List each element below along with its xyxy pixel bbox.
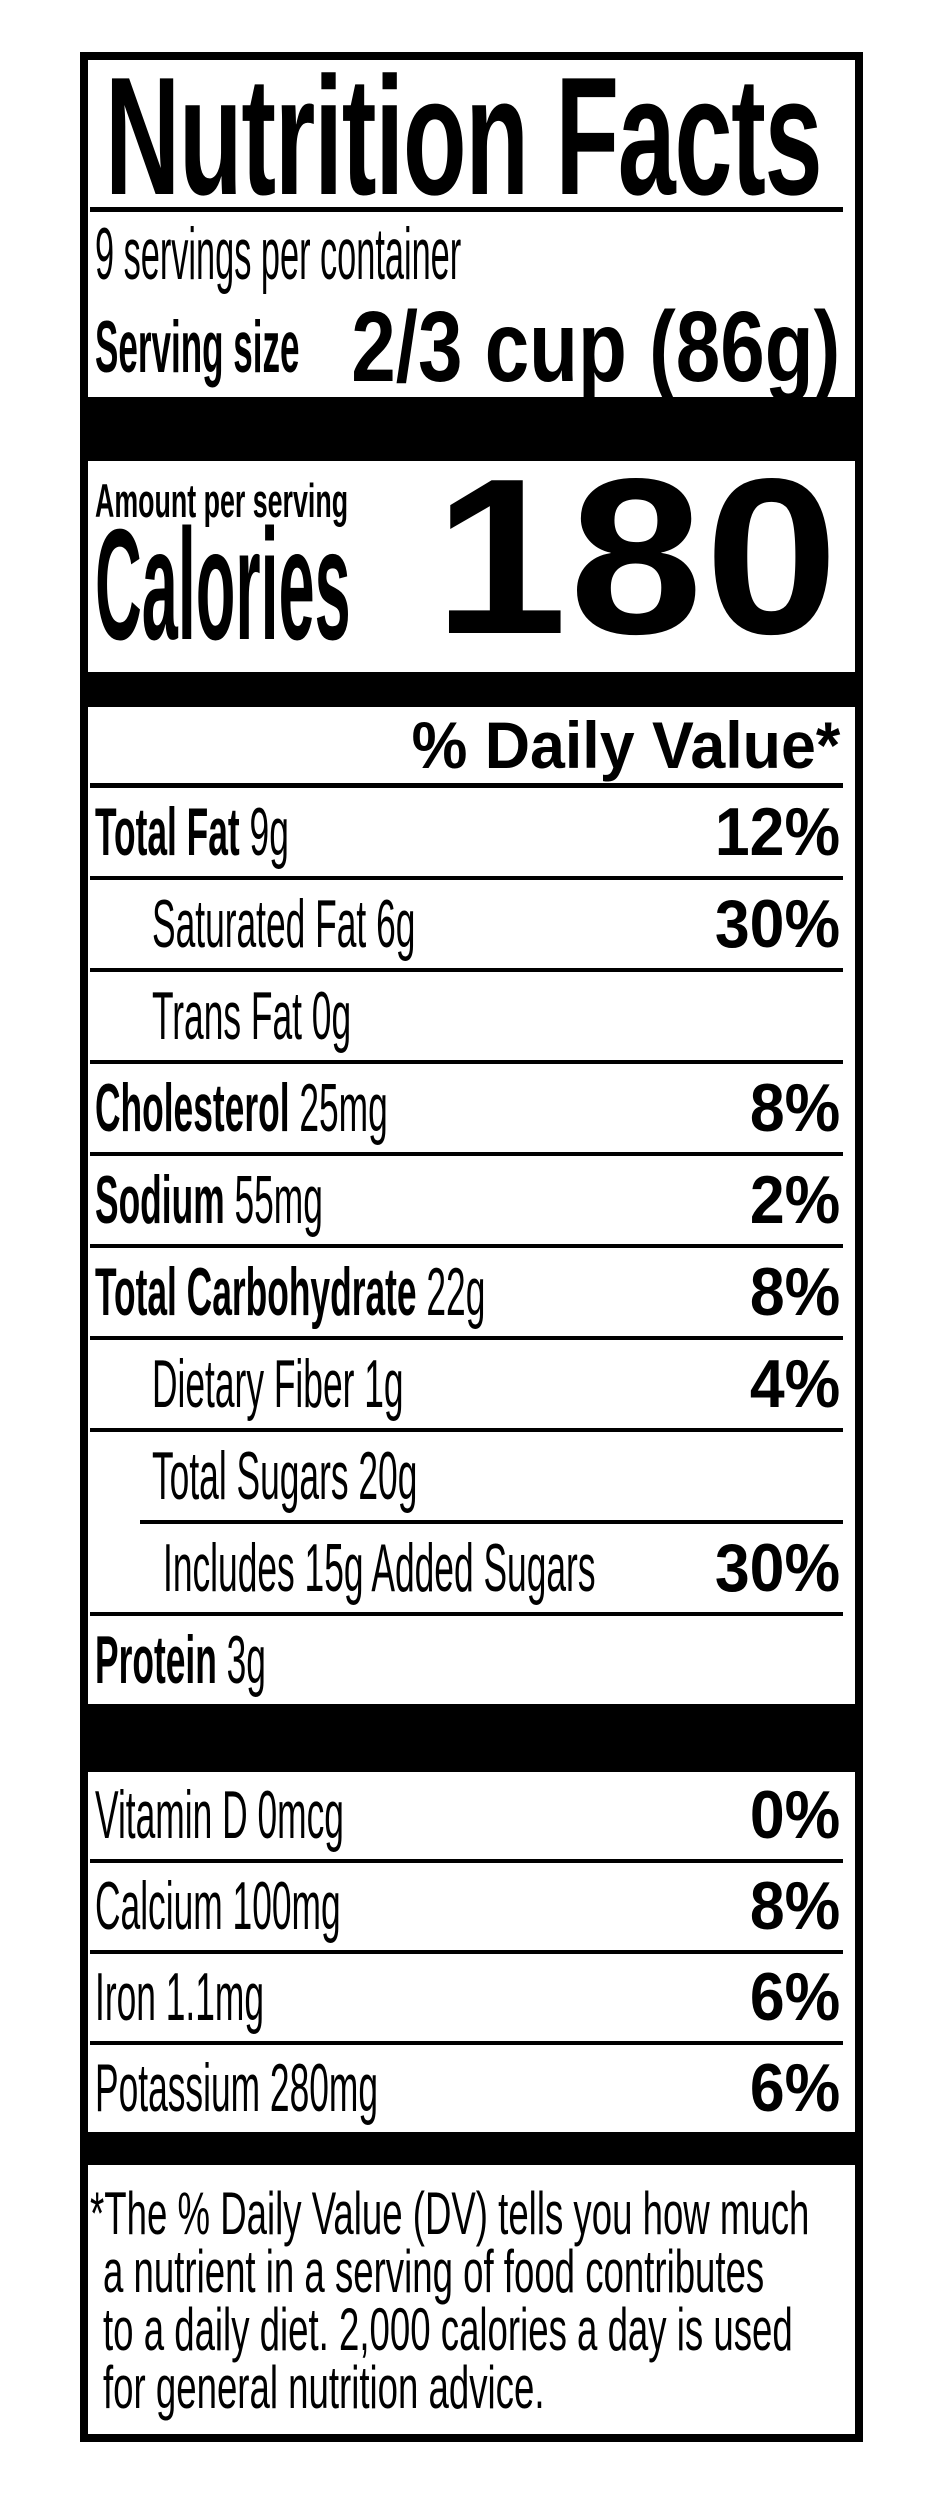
table-row: Cholesterol 25mg 8% bbox=[88, 1064, 855, 1152]
row-label: Calcium 100mg bbox=[95, 1868, 341, 1944]
vitamin-rows: Vitamin D 0mcg 0% Calcium 100mg 8% Iron 1.1m… bbox=[88, 1772, 855, 2132]
row-value: 8% bbox=[749, 1254, 840, 1330]
row-value: 8% bbox=[749, 1868, 840, 1944]
calories-word: Calories bbox=[95, 497, 351, 673]
row-label: Saturated Fat 6g bbox=[152, 886, 416, 962]
daily-value-header-text: % Daily Value* bbox=[411, 708, 840, 782]
table-row: Dietary Fiber 1g 4% bbox=[88, 1340, 855, 1428]
footnote-line: *The % Daily Value (DV) tells you how mu… bbox=[90, 2180, 810, 2247]
table-row: Includes 15g Added Sugars 30% bbox=[88, 1524, 855, 1612]
table-row: Total Carbohydrate 22g 8% bbox=[88, 1248, 855, 1336]
separator-rule bbox=[90, 2041, 843, 2045]
calories-value: 180 bbox=[433, 433, 840, 681]
daily-value-header: % Daily Value* bbox=[88, 707, 855, 783]
footnote: *The % Daily Value (DV) tells you how mu… bbox=[88, 2165, 855, 2421]
row-value: 2% bbox=[749, 1162, 840, 1238]
table-row: Iron 1.1mg 6% bbox=[88, 1954, 855, 2041]
row-value: 12% bbox=[714, 794, 840, 870]
footnote-line: a nutrient in a serving of food contribu… bbox=[103, 2238, 765, 2305]
footnote-line: to a daily diet. 2,000 calories a day is… bbox=[103, 2296, 793, 2363]
row-value: 8% bbox=[749, 1070, 840, 1146]
separator-rule bbox=[90, 1060, 843, 1064]
separator-rule bbox=[90, 1244, 843, 1248]
serving-size-row: Serving size 2/3 cup (86g) bbox=[88, 291, 855, 403]
amount-per-serving-text: Amount per serving bbox=[95, 474, 349, 527]
row-label: Iron 1.1mg bbox=[95, 1959, 265, 2035]
footnote-line: for general nutrition advice. bbox=[103, 2354, 545, 2421]
table-row: Vitamin D 0mcg 0% bbox=[88, 1772, 855, 1859]
title-text: Nutrition Facts bbox=[105, 42, 823, 230]
row-value: 30% bbox=[714, 886, 840, 962]
row-label: Includes 15g Added Sugars bbox=[163, 1530, 596, 1606]
calories-section: Amount per serving Calories 180 bbox=[88, 446, 855, 673]
row-label: Total Carbohydrate 22g bbox=[95, 1254, 486, 1330]
divider-bar-thick bbox=[88, 397, 855, 461]
row-label: Vitamin D 0mcg bbox=[95, 1777, 344, 1853]
row-value: 0% bbox=[749, 1777, 840, 1853]
separator-rule bbox=[90, 968, 843, 972]
divider-bar-medium bbox=[88, 2132, 855, 2165]
row-label: Sodium 55mg bbox=[95, 1162, 323, 1238]
table-row: Protein 3g bbox=[88, 1616, 855, 1704]
page-title: Nutrition Facts bbox=[88, 52, 855, 220]
separator-rule bbox=[90, 783, 843, 788]
row-value: 6% bbox=[749, 2050, 840, 2126]
row-label: Protein 3g bbox=[95, 1622, 266, 1698]
nutrition-facts-label: Nutrition Facts 9 servings per container… bbox=[80, 52, 863, 2442]
servings-per-container: 9 servings per container bbox=[88, 212, 855, 298]
separator-rule bbox=[140, 1520, 843, 1524]
serving-size-label: Serving size bbox=[95, 307, 300, 388]
separator-rule bbox=[90, 1152, 843, 1156]
table-row: Potassium 280mg 6% bbox=[88, 2045, 855, 2132]
table-row: Calcium 100mg 8% bbox=[88, 1863, 855, 1950]
separator-rule bbox=[90, 1859, 843, 1863]
divider-bar-medium bbox=[88, 672, 855, 707]
servings-text: 9 servings per container bbox=[95, 214, 462, 295]
table-row: Total Fat 9g 12% bbox=[88, 788, 855, 876]
table-row: Saturated Fat 6g 30% bbox=[88, 880, 855, 968]
nutrient-rows: Total Fat 9g 12% Saturated Fat 6g 30% Trans … bbox=[88, 788, 855, 1704]
row-label: Total Fat 9g bbox=[95, 794, 289, 870]
table-row: Trans Fat 0g bbox=[88, 972, 855, 1060]
row-label: Trans Fat 0g bbox=[152, 978, 352, 1054]
table-row: Total Sugars 20g bbox=[88, 1432, 855, 1520]
separator-rule bbox=[90, 1950, 843, 1954]
table-row: Sodium 55mg 2% bbox=[88, 1156, 855, 1244]
separator-rule bbox=[90, 1428, 843, 1432]
separator-rule bbox=[90, 1336, 843, 1340]
row-label: Dietary Fiber 1g bbox=[152, 1346, 404, 1422]
row-label: Total Sugars 20g bbox=[152, 1438, 418, 1514]
row-value: 6% bbox=[749, 1959, 840, 2035]
divider-bar-thick bbox=[88, 1704, 855, 1772]
amount-per-serving-label: Amount per serving bbox=[95, 473, 539, 528]
separator-rule bbox=[90, 876, 843, 880]
row-value: 30% bbox=[714, 1530, 840, 1606]
separator-rule bbox=[90, 1612, 843, 1616]
row-label: Potassium 280mg bbox=[95, 2050, 379, 2126]
row-label: Cholesterol 25mg bbox=[95, 1070, 388, 1146]
row-value: 4% bbox=[749, 1346, 840, 1422]
serving-size-value: 2/3 cup (86g) bbox=[350, 291, 840, 403]
separator-rule bbox=[90, 207, 843, 212]
